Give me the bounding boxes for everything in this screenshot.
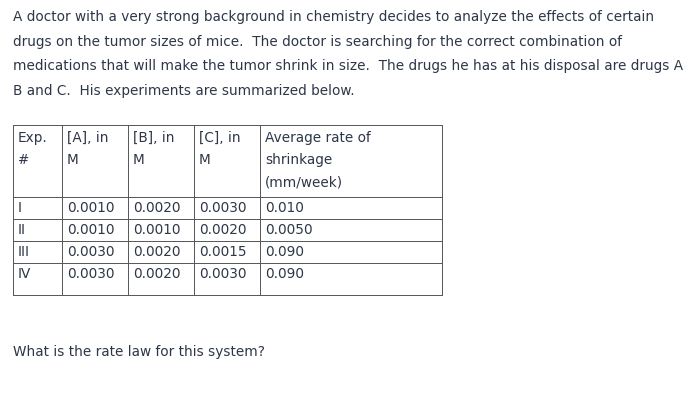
Text: drugs on the tumor sizes of mice.  The doctor is searching for the correct combi: drugs on the tumor sizes of mice. The do… (13, 35, 622, 48)
Text: [B], in: [B], in (133, 131, 174, 145)
Text: 0.0020: 0.0020 (133, 267, 180, 281)
Text: 0.0020: 0.0020 (133, 245, 180, 259)
Text: 0.0050: 0.0050 (265, 223, 313, 237)
Text: Average rate of: Average rate of (265, 131, 371, 145)
Text: III: III (18, 245, 30, 259)
Text: B and C.  His experiments are summarized below.: B and C. His experiments are summarized … (13, 83, 354, 98)
Text: 0.090: 0.090 (265, 245, 304, 259)
Text: I: I (18, 201, 22, 215)
Text: shrinkage: shrinkage (265, 153, 332, 167)
Text: 0.0010: 0.0010 (133, 223, 180, 237)
Text: M: M (199, 153, 211, 167)
Text: 0.0010: 0.0010 (67, 201, 115, 215)
Text: M: M (67, 153, 79, 167)
Text: 0.090: 0.090 (265, 267, 304, 281)
Text: M: M (133, 153, 145, 167)
Text: [A], in: [A], in (67, 131, 109, 145)
Text: Exp.: Exp. (18, 131, 48, 145)
Text: (mm/week): (mm/week) (265, 175, 343, 189)
Text: #: # (18, 153, 29, 167)
Text: II: II (18, 223, 26, 237)
Text: 0.0030: 0.0030 (67, 245, 115, 259)
Text: medications that will make the tumor shrink in size.  The drugs he has at his di: medications that will make the tumor shr… (13, 59, 683, 73)
Text: 0.010: 0.010 (265, 201, 304, 215)
Text: A doctor with a very strong background in chemistry decides to analyze the effec: A doctor with a very strong background i… (13, 10, 654, 24)
Text: 0.0030: 0.0030 (199, 267, 247, 281)
Text: 0.0015: 0.0015 (199, 245, 247, 259)
Text: IV: IV (18, 267, 31, 281)
Text: What is the rate law for this system?: What is the rate law for this system? (13, 345, 265, 359)
Text: [C], in: [C], in (199, 131, 240, 145)
Text: 0.0020: 0.0020 (199, 223, 247, 237)
Text: 0.0020: 0.0020 (133, 201, 180, 215)
Text: 0.0010: 0.0010 (67, 223, 115, 237)
Text: 0.0030: 0.0030 (67, 267, 115, 281)
Text: 0.0030: 0.0030 (199, 201, 247, 215)
